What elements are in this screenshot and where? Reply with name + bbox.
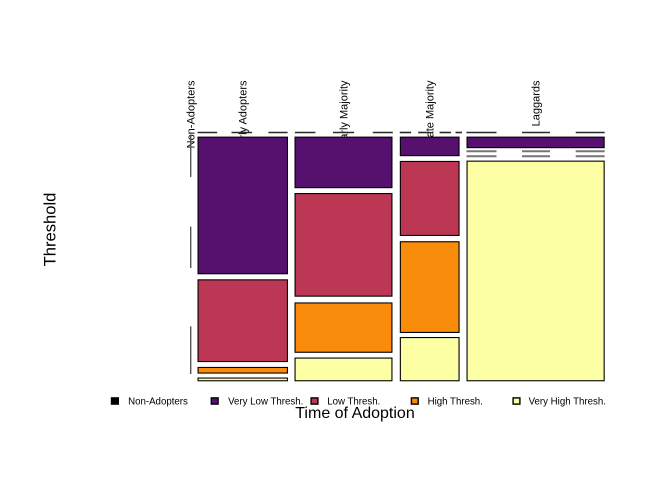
svg-text:Low Thresh.: Low Thresh. (327, 396, 380, 407)
svg-text:Threshold: Threshold (41, 193, 60, 267)
svg-text:Very Low Thresh.: Very Low Thresh. (228, 396, 303, 407)
svg-text:Early Majority: Early Majority (338, 80, 350, 147)
svg-text:Non-Adopters: Non-Adopters (128, 396, 188, 407)
svg-text:Non-Adopters: Non-Adopters (185, 80, 197, 148)
svg-text:Laggards: Laggards (530, 80, 542, 126)
svg-text:Late Majority: Late Majority (425, 80, 437, 143)
svg-text:High Thresh.: High Thresh. (428, 396, 483, 407)
svg-text:Very High Thresh.: Very High Thresh. (529, 396, 606, 407)
svg-text:Time of Adoption: Time of Adoption (295, 405, 414, 422)
svg-text:Early Adopters: Early Adopters (238, 80, 250, 152)
